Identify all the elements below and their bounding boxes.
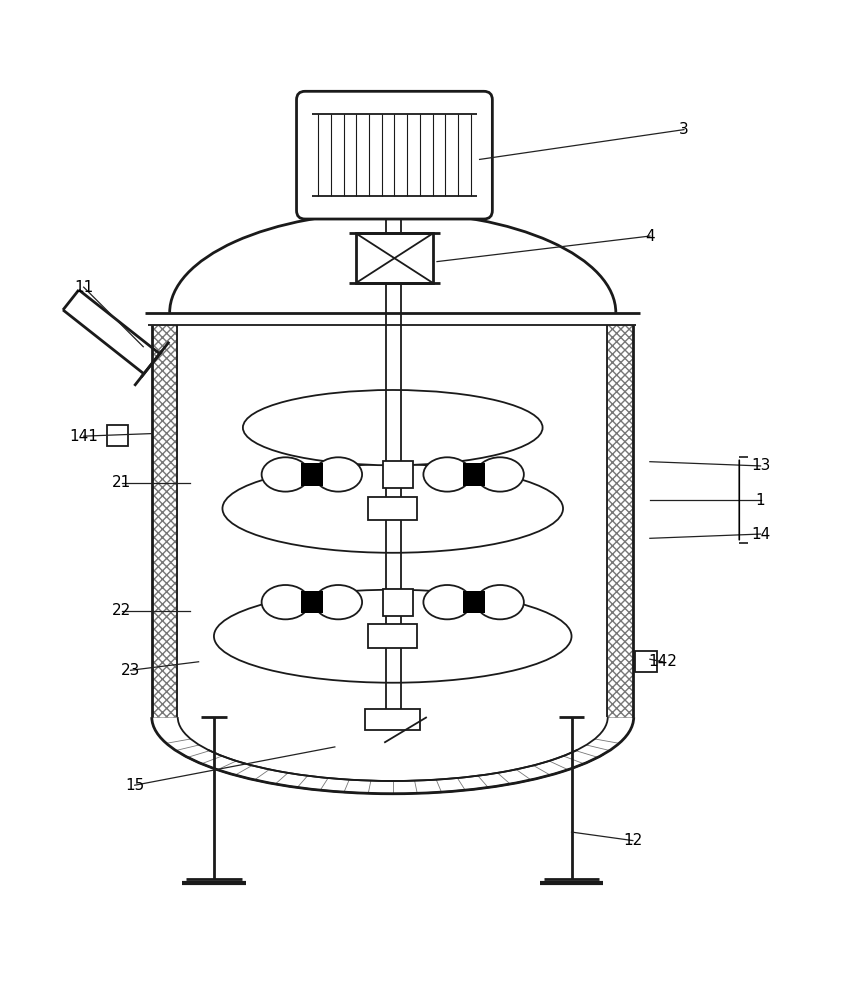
- Bar: [382, 589, 413, 616]
- Bar: [106, 425, 128, 446]
- Text: 21: 21: [112, 475, 132, 490]
- Ellipse shape: [243, 390, 542, 465]
- Text: 3: 3: [679, 122, 689, 137]
- Ellipse shape: [223, 464, 563, 553]
- Text: 22: 22: [112, 603, 132, 618]
- Ellipse shape: [423, 457, 471, 492]
- Text: 15: 15: [125, 778, 144, 793]
- Text: 12: 12: [623, 833, 643, 848]
- Text: 13: 13: [751, 458, 770, 473]
- FancyBboxPatch shape: [297, 91, 493, 219]
- Bar: [365, 709, 420, 730]
- Text: 23: 23: [121, 663, 141, 678]
- Bar: [357, 233, 433, 283]
- Bar: [463, 591, 485, 613]
- Text: 142: 142: [648, 654, 677, 669]
- Bar: [463, 463, 485, 486]
- Text: 11: 11: [74, 280, 93, 295]
- Bar: [152, 325, 177, 717]
- Ellipse shape: [315, 585, 363, 619]
- Ellipse shape: [476, 585, 524, 619]
- Bar: [608, 325, 632, 717]
- Bar: [368, 497, 417, 520]
- Bar: [635, 651, 656, 672]
- Ellipse shape: [214, 590, 572, 683]
- Bar: [368, 624, 417, 648]
- Text: 141: 141: [69, 429, 98, 444]
- Text: 1: 1: [756, 493, 765, 508]
- Text: 14: 14: [751, 527, 770, 542]
- Ellipse shape: [261, 457, 309, 492]
- Text: 4: 4: [645, 229, 655, 244]
- Ellipse shape: [476, 457, 524, 492]
- Bar: [301, 591, 323, 613]
- Ellipse shape: [261, 585, 309, 619]
- Bar: [301, 463, 323, 486]
- Ellipse shape: [315, 457, 363, 492]
- Ellipse shape: [423, 585, 471, 619]
- Bar: [382, 461, 413, 488]
